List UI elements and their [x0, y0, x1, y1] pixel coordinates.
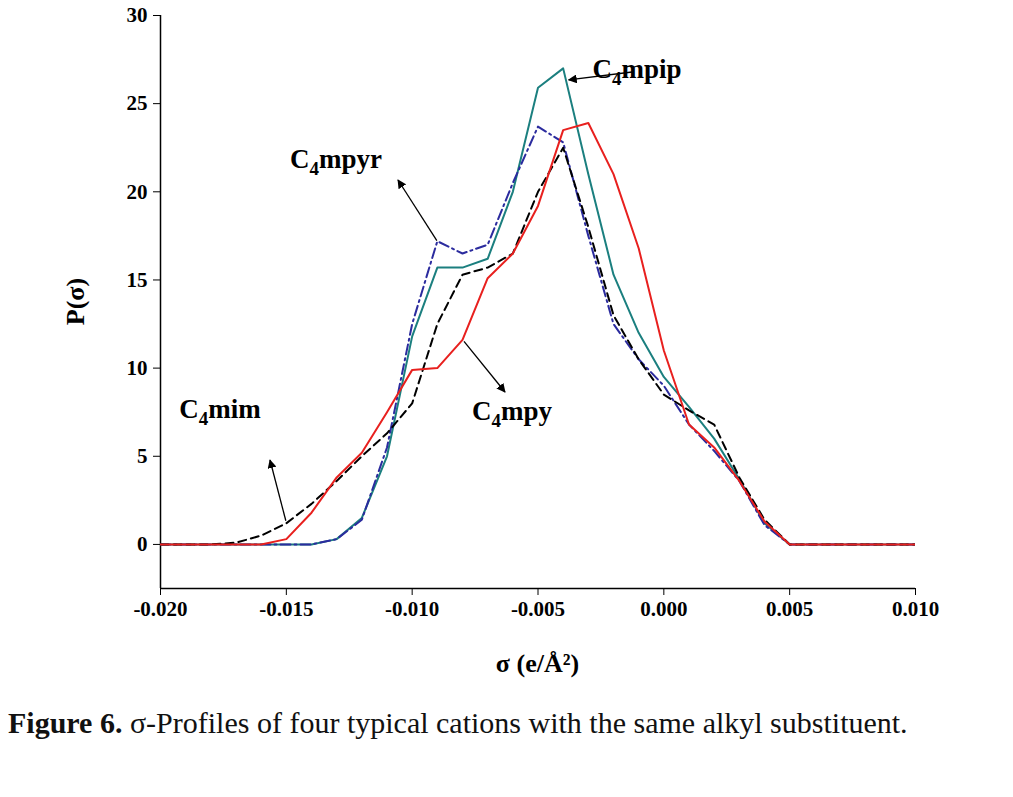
svg-text:-0.015: -0.015 [259, 597, 313, 621]
svg-text:0.010: 0.010 [892, 597, 939, 621]
svg-text:P(σ): P(σ) [61, 278, 90, 325]
svg-text:σ (e/Å²): σ (e/Å²) [496, 649, 579, 678]
svg-text:-0.010: -0.010 [385, 597, 439, 621]
svg-text:C4mpy: C4mpy [472, 396, 553, 431]
svg-text:15: 15 [127, 268, 148, 292]
svg-text:-0.020: -0.020 [133, 597, 187, 621]
html-text:Figure 6. σ-Profiles of four t: Figure 6. σ-Profiles of four typical cat… [8, 706, 908, 739]
svg-text:C4mim: C4mim [179, 394, 261, 429]
svg-text:25: 25 [127, 91, 148, 115]
svg-text:C4mpip: C4mpip [592, 54, 681, 89]
svg-text:5: 5 [137, 444, 148, 468]
svg-text:0: 0 [137, 532, 148, 556]
svg-text:30: 30 [127, 3, 148, 27]
svg-text:0.000: 0.000 [640, 597, 687, 621]
svg-text:C4mpyr: C4mpyr [290, 144, 382, 179]
svg-text:20: 20 [127, 180, 148, 204]
svg-text:10: 10 [127, 356, 148, 380]
svg-text:-0.005: -0.005 [511, 597, 565, 621]
svg-text:0.005: 0.005 [766, 597, 813, 621]
